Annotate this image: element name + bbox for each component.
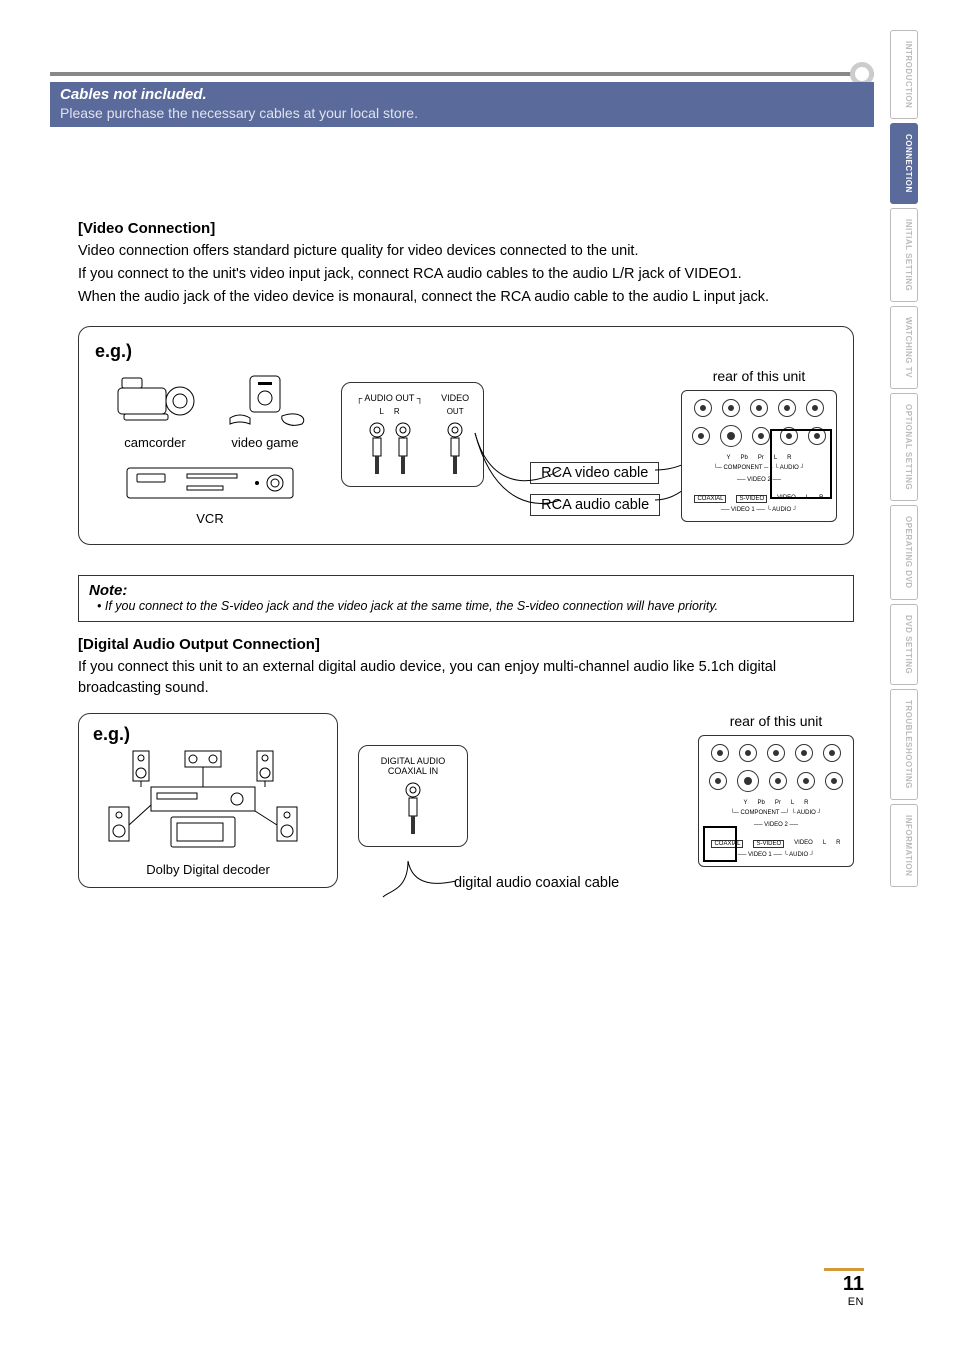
tab-optional-setting[interactable]: OPTIONAL SETTING [890,393,918,501]
page-footer: 11 EN [824,1268,864,1308]
example-label: e.g.) [95,341,837,362]
section-tabs: INTRODUCTION CONNECTION INITIAL SETTING … [890,30,918,887]
videogame-label: video game [220,435,310,450]
video-para-3: When the audio jack of the video device … [78,287,854,308]
rca-plug-icon [368,420,386,476]
rear-of-unit-label: rear of this unit [681,368,837,384]
digital-cable-label: digital audio coaxial cable [454,875,619,891]
audio-out-label: AUDIO OUT [364,393,414,403]
banner-subtitle: Please purchase the necessary cables at … [60,105,864,121]
section-heading: [Video Connection] [78,220,854,237]
tab-troubleshooting[interactable]: TROUBLESHOOTING [890,689,918,800]
diagram-video-connection: e.g.) camcorder video game VCR [78,326,854,545]
tab-information[interactable]: INFORMATION [890,804,918,887]
rca-plug-icon [394,420,412,476]
video-out-sub-label: OUT [447,407,464,416]
device-output-jacks: ┌ AUDIO OUT ┐ LR VIDEO OUT [341,382,484,487]
audio-l-label: L [379,407,383,416]
content-area: [Video Connection] Video connection offe… [78,220,854,913]
dolby-label: Dolby Digital decoder [93,862,323,877]
audio-r-label: R [394,407,400,416]
vcr-illustration: VCR [95,462,325,526]
tab-dvd-setting[interactable]: DVD SETTING [890,604,918,685]
source-devices: camcorder video game VCR [95,368,325,526]
page-number: 11 [824,1273,864,1296]
rca-plug-icon [404,780,422,836]
videogame-illustration: video game [220,368,310,450]
rear-of-unit-label: rear of this unit [698,713,854,729]
digital-para-1: If you connect this unit to an external … [78,657,854,699]
video-para-1: Video connection offers standard picture… [78,241,854,262]
cable-label-area: RCA video cable RCA audio cable [500,368,665,528]
digital-audio-label: DIGITAL AUDIO [381,756,446,766]
rear-jack-panel: Y Pb Pr L R └─ COMPONENT ─┘ └ AUDIO ┘ ──… [698,735,854,867]
section-heading: [Digital Audio Output Connection] [78,636,854,653]
rca-plug-icon [446,420,464,476]
camcorder-illustration: camcorder [110,368,200,450]
example-label: e.g.) [93,724,323,745]
tab-introduction[interactable]: INTRODUCTION [890,30,918,119]
footer-accent [824,1268,864,1271]
tab-operating-dvd[interactable]: OPERATING DVD [890,505,918,600]
dolby-decoder-box: e.g.) Dolby Digital decoder [78,713,338,888]
banner-title: Cables not included. [60,86,864,103]
tab-connection[interactable]: CONNECTION [890,123,918,204]
note-title: Note: [89,582,843,599]
coaxial-in-label: COAXIAL IN [388,766,438,776]
rear-panel-area: rear of this unit Y Pb Pr L R [681,368,837,522]
info-banner: Cables not included. Please purchase the… [50,82,874,127]
video-out-label: VIDEO [441,393,469,403]
tab-watching-tv[interactable]: WATCHING TV [890,306,918,389]
cable-area [378,861,458,904]
rear-panel-area: rear of this unit Y Pb Pr L R [698,713,854,867]
diagram-digital-audio: e.g.) Dolby Digital decoder [78,713,854,913]
top-rule [50,72,874,76]
digital-audio-in-jack: DIGITAL AUDIO COAXIAL IN [358,745,468,847]
video-para-2: If you connect to the unit's video input… [78,264,854,285]
camcorder-label: camcorder [110,435,200,450]
note-box: Note: • If you connect to the S-video ja… [78,575,854,622]
note-bullet: • If you connect to the S-video jack and… [97,599,843,613]
cable-wire-icon [378,861,458,901]
page-lang: EN [824,1296,864,1308]
tab-initial-setting[interactable]: INITIAL SETTING [890,208,918,302]
dolby-decoder-icon [93,745,313,855]
rear-jack-panel: Y Pb Pr L R └─ COMPONENT ─└ └ AUDIO ┘ ──… [681,390,837,522]
vcr-label: VCR [95,511,325,526]
